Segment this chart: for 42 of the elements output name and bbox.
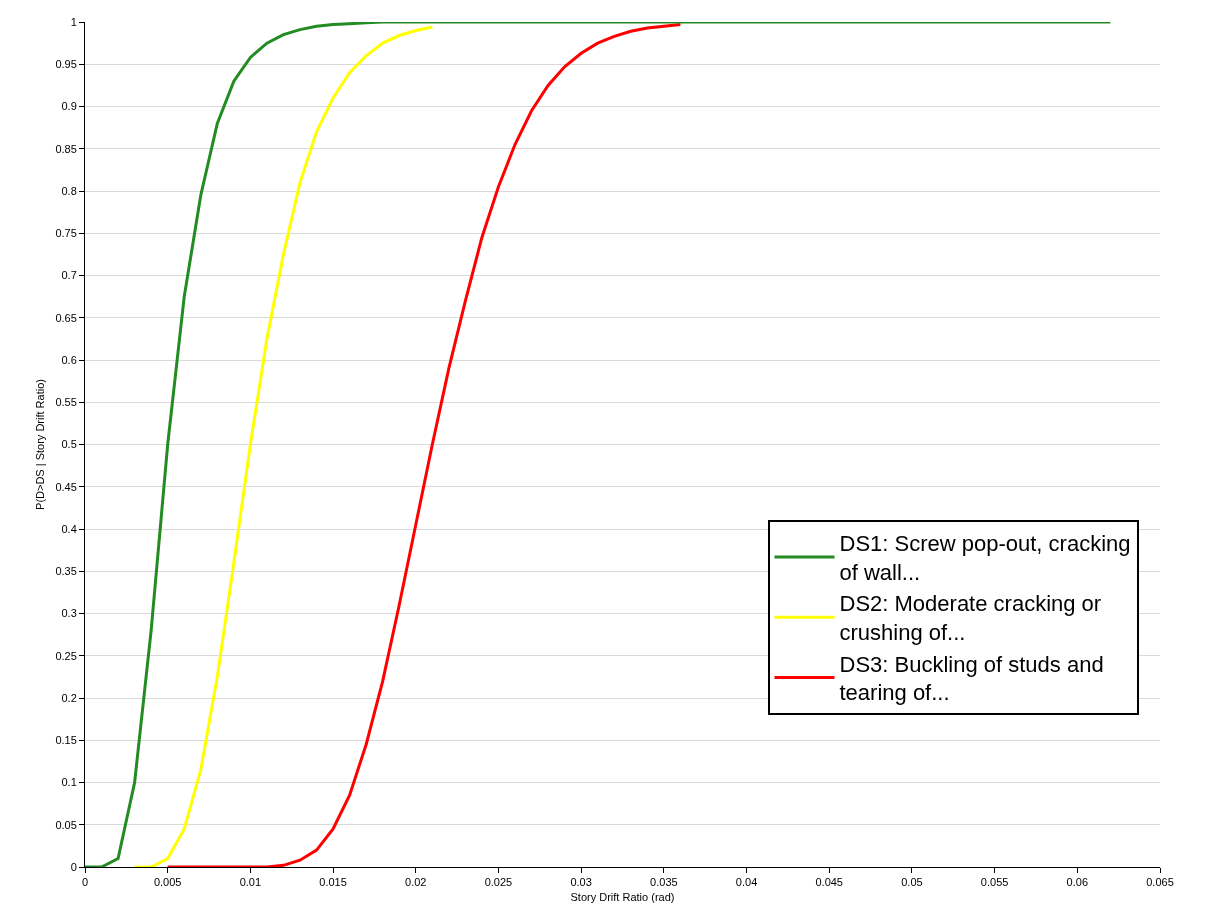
y-tick-label: 1: [70, 15, 77, 28]
x-tick-label: 0.02: [405, 876, 427, 889]
y-tick-label: 0.35: [55, 565, 77, 578]
y-tick-label: 0.7: [61, 269, 77, 282]
y-tick-label: 0.9: [61, 100, 77, 113]
x-tick-label: 0.025: [484, 876, 513, 889]
y-tick-label: 0.1: [61, 776, 77, 789]
y-tick-label: 0.4: [61, 522, 77, 535]
y-tick-label: 0.65: [55, 311, 77, 324]
y-tick-label: 0.75: [55, 227, 77, 240]
y-tick-label: 0.85: [55, 142, 77, 155]
y-tick-label: 0: [70, 860, 77, 873]
x-tick-label: 0.01: [239, 876, 262, 889]
x-tick-label: 0.045: [815, 876, 843, 889]
x-tick-label: 0.03: [570, 876, 592, 889]
x-tick-label: 0.005: [153, 876, 182, 889]
y-tick-label: 0.45: [55, 480, 77, 493]
x-tick-label: 0.015: [319, 876, 347, 889]
y-tick-label: 0.5: [61, 438, 77, 451]
legend-label: DS1: Screw pop-out, cracking of wall...: [839, 531, 1131, 585]
x-tick-label: 0.035: [650, 876, 678, 889]
y-tick-label: 0.15: [55, 734, 77, 747]
x-axis-title: Story Drift Ratio (rad): [570, 891, 675, 904]
y-tick-label: 0.95: [55, 58, 77, 71]
x-tick-label: 0: [81, 876, 89, 889]
y-tick-label: 0.25: [55, 649, 77, 662]
y-tick-label: 0.55: [55, 396, 77, 409]
y-tick-label: 0.3: [61, 607, 77, 620]
x-tick-label: 0.055: [980, 876, 1009, 889]
x-tick-label: 0.06: [1066, 876, 1089, 889]
y-tick-label: 0.8: [61, 184, 77, 197]
y-tick-label: 0.2: [61, 691, 77, 704]
x-tick-label: 0.04: [735, 876, 758, 889]
x-tick-label: 0.05: [901, 876, 923, 889]
y-axis-title: P(D>DS | Story Drift Ratio): [34, 379, 47, 510]
y-tick-label: 0.6: [61, 353, 77, 366]
line-series: [166, 23, 682, 867]
legend-label: DS3: Buckling of studs and tearing of...: [839, 651, 1104, 706]
legend-label: DS2: Moderate cracking or crushing of...: [839, 591, 1102, 646]
line-series: [133, 25, 434, 867]
y-tick-label: 0.05: [55, 818, 77, 831]
x-tick-label: 0.065: [1146, 876, 1174, 889]
